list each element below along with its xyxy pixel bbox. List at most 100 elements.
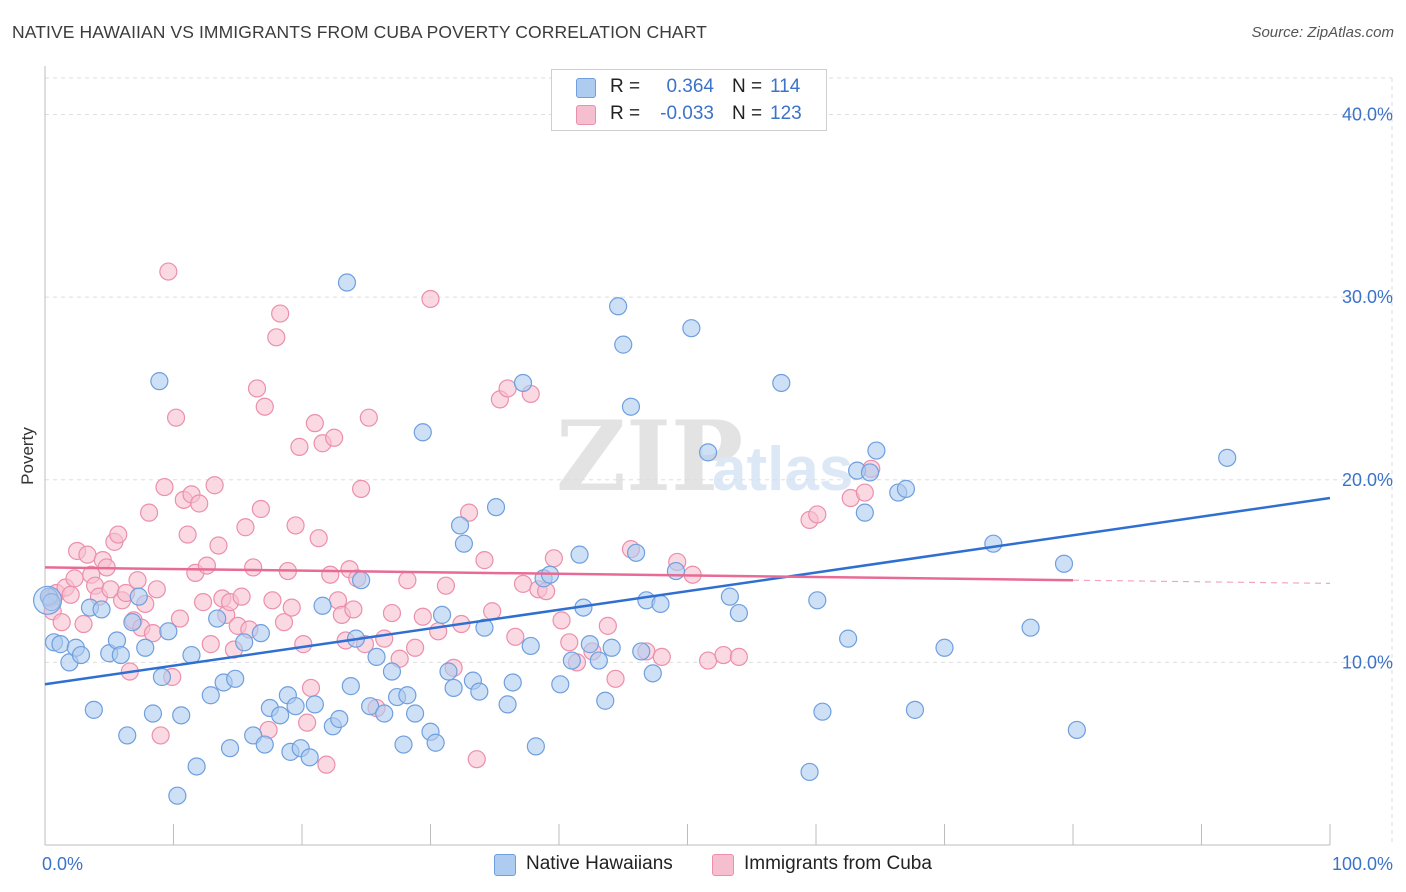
data-point	[503, 673, 522, 692]
tick-labels: 10.0% 20.0% 30.0% 40.0% 0.0% 100.0%	[42, 105, 1393, 874]
data-point	[450, 516, 470, 535]
data-point	[220, 739, 240, 758]
data-point	[459, 503, 479, 522]
data-point	[513, 574, 533, 593]
data-point	[560, 633, 579, 652]
data-point	[325, 428, 344, 447]
data-point	[226, 669, 245, 688]
data-point	[632, 642, 651, 661]
data-point	[172, 706, 191, 725]
data-point	[208, 609, 227, 628]
data-point	[413, 607, 432, 626]
data-point	[1021, 618, 1040, 637]
legend-n-label: N =	[732, 103, 763, 124]
data-point	[271, 304, 290, 323]
data-point	[193, 593, 213, 612]
data-point	[552, 611, 571, 630]
data-point	[92, 600, 111, 619]
data-point	[330, 709, 349, 729]
data-point	[187, 757, 206, 776]
data-point	[398, 686, 417, 705]
legend-swatch-pink	[576, 105, 596, 125]
data-point	[521, 636, 540, 656]
data-point	[367, 647, 386, 667]
chart-source: Source: ZipAtlas.com	[1251, 24, 1394, 41]
data-point	[139, 503, 159, 522]
data-point	[147, 580, 166, 599]
y-tick-label: 40.0%	[1342, 105, 1393, 125]
x-tick-label: 100.0%	[1332, 854, 1393, 874]
bottom-legend: Native Hawaiians Immigrants from Cuba	[0, 852, 1406, 878]
legend-r-label: R =	[610, 103, 641, 124]
data-point	[1218, 448, 1237, 467]
data-point	[159, 622, 178, 641]
data-point	[432, 605, 452, 625]
data-point	[652, 647, 671, 667]
data-point	[398, 571, 417, 590]
legend: R = 0.364 N = 114 R = -0.033 N = 123	[551, 69, 827, 131]
data-point	[626, 543, 646, 562]
y-tick-label: 10.0%	[1342, 652, 1393, 672]
data-point	[800, 762, 819, 782]
data-point	[513, 373, 533, 393]
data-point	[205, 476, 224, 495]
data-point	[267, 328, 286, 347]
data-point	[118, 726, 137, 745]
data-point	[454, 534, 474, 553]
data-point	[128, 571, 147, 590]
data-point	[251, 499, 270, 519]
data-point	[394, 735, 413, 754]
data-point	[255, 397, 274, 416]
legend-r-value: 0.364	[666, 76, 714, 97]
data-point	[1054, 554, 1074, 573]
data-point	[255, 735, 274, 754]
data-point	[855, 483, 874, 502]
data-point	[61, 585, 80, 604]
data-point	[720, 587, 740, 606]
data-point	[544, 549, 563, 568]
data-point	[935, 638, 954, 657]
bottom-legend-label: Immigrants from Cuba	[744, 853, 932, 874]
data-point	[839, 629, 858, 648]
data-point	[129, 587, 148, 606]
data-point	[247, 379, 267, 398]
data-point	[808, 505, 827, 524]
data-point	[235, 633, 254, 652]
data-point	[337, 273, 357, 292]
data-point	[570, 545, 589, 564]
data-point	[896, 479, 916, 498]
y-axis-title: Poverty	[18, 427, 37, 485]
data-point	[526, 737, 545, 756]
legend-row-native-hawaiians: R = 0.364 N = 114	[552, 74, 826, 100]
data-point	[421, 289, 440, 309]
y-tick-label: 30.0%	[1342, 287, 1393, 307]
data-point	[643, 664, 662, 683]
data-point	[1067, 720, 1086, 740]
data-point	[808, 591, 827, 610]
data-point	[483, 602, 502, 621]
data-point	[666, 561, 686, 581]
data-point	[286, 697, 305, 716]
data-point	[136, 638, 155, 657]
data-point	[244, 558, 263, 577]
data-point	[361, 697, 380, 716]
data-point	[201, 635, 220, 654]
data-point	[905, 700, 925, 719]
data-point	[84, 700, 103, 719]
data-point	[150, 372, 169, 391]
x-tick-label: 0.0%	[42, 854, 83, 874]
data-point	[109, 525, 128, 544]
trend-line-extension	[1072, 579, 1331, 584]
data-point	[286, 516, 305, 535]
trend-line-native-hawaiians	[44, 496, 1331, 686]
data-point	[305, 414, 324, 433]
legend-row-immigrants-from-cuba: R = -0.033 N = 123	[552, 101, 826, 127]
data-point	[301, 678, 321, 698]
data-point	[282, 598, 301, 617]
data-point	[498, 695, 517, 714]
data-point	[375, 704, 394, 723]
data-point	[614, 335, 633, 354]
data-point	[729, 647, 749, 667]
data-point	[197, 556, 217, 575]
